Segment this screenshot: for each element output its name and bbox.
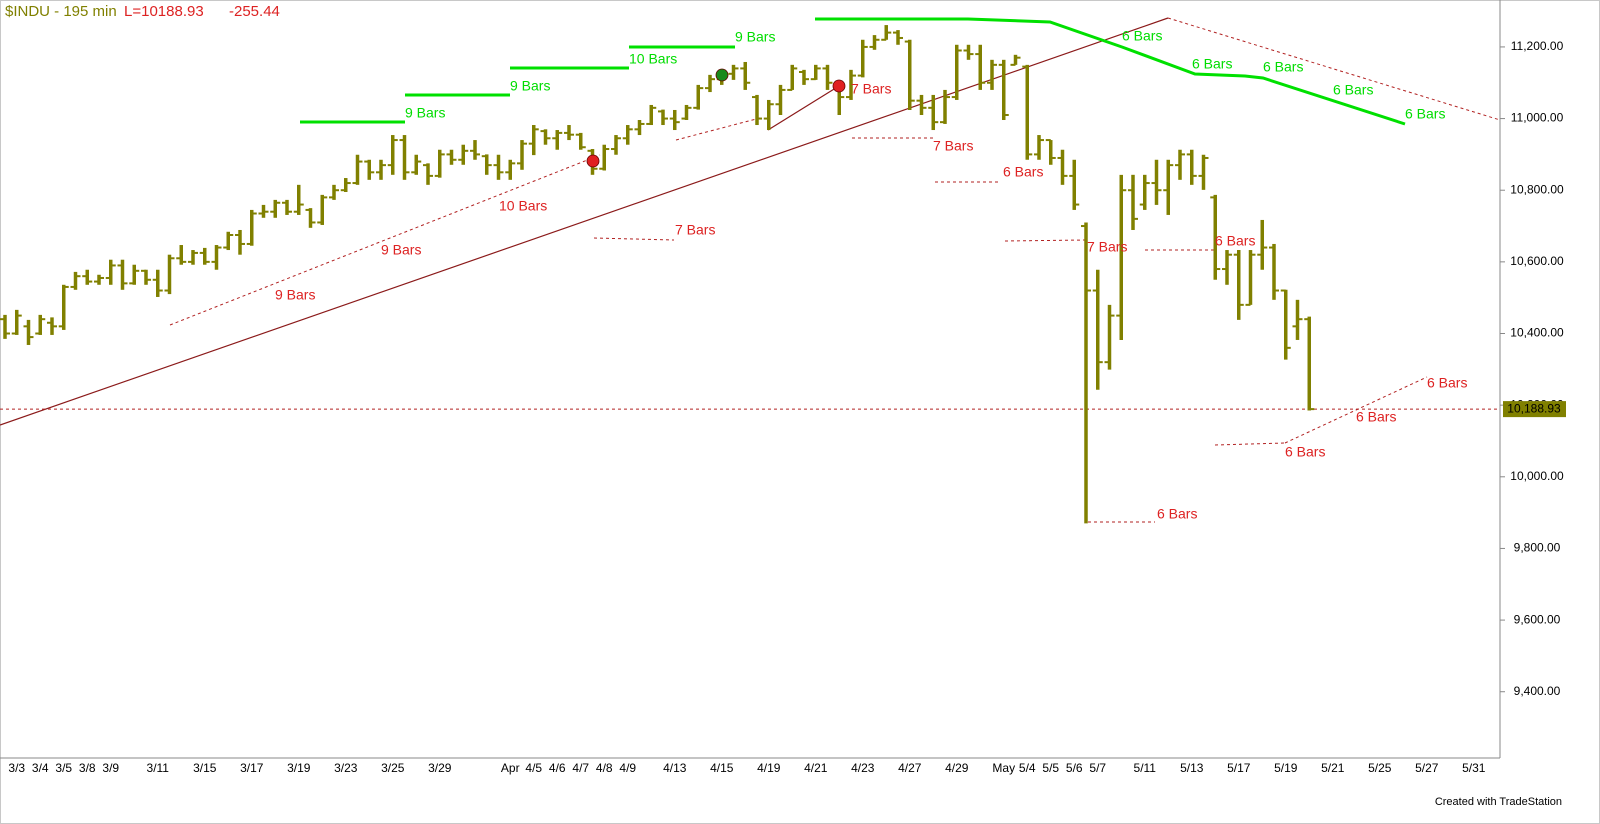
annotation: 9 Bars — [405, 105, 445, 121]
y-tick-label: 10,400.00 — [1510, 326, 1564, 340]
x-tick-label: 4/29 — [945, 761, 969, 775]
annotation: 7 Bars — [675, 222, 715, 238]
x-tick-label: 5/13 — [1180, 761, 1204, 775]
x-tick-label: 3/17 — [240, 761, 264, 775]
trend-line — [169, 154, 601, 326]
x-tick-label: 5/27 — [1415, 761, 1439, 775]
y-tick-label: 9,400.00 — [1514, 684, 1561, 698]
x-tick-label: 5/7 — [1089, 761, 1106, 775]
x-tick-label: May — [992, 761, 1015, 775]
x-tick-label: 4/9 — [619, 761, 636, 775]
chart-title: $INDU - 195 min — [5, 3, 117, 20]
x-tick-label: 5/6 — [1066, 761, 1083, 775]
x-tick-label: 4/21 — [804, 761, 828, 775]
annotation: 9 Bars — [381, 242, 421, 258]
x-tick-label: 3/3 — [8, 761, 25, 775]
annotation: 6 Bars — [1157, 506, 1197, 522]
annotation: 6 Bars — [1356, 409, 1396, 425]
y-tick-label: 9,600.00 — [1514, 612, 1561, 626]
y-tick-label: 11,000.00 — [1511, 111, 1564, 125]
x-tick-label: 3/5 — [55, 761, 72, 775]
trend-line — [1167, 17, 1500, 121]
x-tick-label: 3/8 — [79, 761, 96, 775]
x-tick-label: 4/8 — [596, 761, 613, 775]
x-tick-label: 4/15 — [710, 761, 734, 775]
annotation: 6 Bars — [1333, 82, 1373, 98]
annotation: 9 Bars — [275, 287, 315, 303]
trend-line — [1284, 376, 1428, 444]
x-tick-label: 3/25 — [381, 761, 405, 775]
annotation: 9 Bars — [735, 29, 775, 45]
x-tick-label: 5/25 — [1368, 761, 1392, 775]
level-line — [593, 237, 675, 241]
annotation: 6 Bars — [1215, 233, 1255, 249]
level-line — [1004, 239, 1086, 242]
annotation: 7 Bars — [933, 138, 973, 154]
x-tick-label: 5/19 — [1274, 761, 1298, 775]
x-tick-label: 5/11 — [1134, 761, 1157, 775]
y-tick-label: 10,800.00 — [1510, 182, 1564, 196]
y-tick-label: 11,200.00 — [1511, 39, 1564, 53]
trend-line — [675, 117, 761, 141]
annotation: 6 Bars — [1192, 56, 1232, 72]
annotation: 6 Bars — [1263, 59, 1303, 75]
x-tick-label: 4/7 — [572, 761, 589, 775]
x-tick-label: 3/4 — [32, 761, 49, 775]
trend-line — [0, 17, 1169, 426]
annotation: 10 Bars — [629, 51, 677, 67]
last-price-label: 10,188.93 — [1507, 401, 1561, 415]
x-tick-label: 4/19 — [757, 761, 781, 775]
y-tick-label: 10,600.00 — [1510, 254, 1564, 268]
annotation: 9 Bars — [510, 78, 550, 94]
annotation: 6 Bars — [1405, 106, 1445, 122]
signal-marker — [586, 154, 600, 168]
x-tick-label: 3/23 — [334, 761, 358, 775]
x-tick-label: 4/6 — [549, 761, 566, 775]
annotation: 6 Bars — [1285, 444, 1325, 460]
x-tick-label: 5/17 — [1227, 761, 1251, 775]
footer: Created with TradeStation — [1435, 796, 1562, 808]
annotation: 6 Bars — [1003, 164, 1043, 180]
x-tick-label: 4/13 — [663, 761, 687, 775]
x-tick-label: 3/19 — [287, 761, 311, 775]
x-tick-label: 3/9 — [102, 761, 119, 775]
annotation: 7 Bars — [1087, 239, 1127, 255]
signal-marker — [715, 68, 729, 82]
x-tick-label: 3/11 — [147, 761, 170, 775]
x-tick-label: 4/5 — [525, 761, 542, 775]
x-tick-label: 4/27 — [898, 761, 922, 775]
green-level — [815, 17, 1406, 126]
annotation: 10 Bars — [499, 198, 547, 214]
annotation: 6 Bars — [1427, 375, 1467, 391]
x-tick-label: 5/21 — [1321, 761, 1345, 775]
x-tick-label: Apr — [501, 761, 520, 775]
change-text: -255.44 — [229, 3, 280, 20]
x-tick-label: 3/15 — [193, 761, 217, 775]
y-tick-label: 9,800.00 — [1514, 541, 1561, 555]
x-tick-label: 5/31 — [1462, 761, 1486, 775]
plot-area — [0, 17, 1500, 524]
annotation: 6 Bars — [1122, 28, 1162, 44]
x-tick-label: 5/4 — [1019, 761, 1036, 775]
x-tick-label: 3/29 — [428, 761, 452, 775]
x-tick-label: 4/23 — [851, 761, 875, 775]
last-price-text: L=10188.93 — [124, 3, 204, 20]
annotation: 7 Bars — [851, 81, 891, 97]
x-tick-label: 5/5 — [1042, 761, 1059, 775]
trend-line — [767, 85, 840, 131]
signal-marker — [832, 79, 846, 93]
last-price-box — [1503, 401, 1566, 418]
y-tick-label: 10,000.00 — [1510, 469, 1564, 483]
